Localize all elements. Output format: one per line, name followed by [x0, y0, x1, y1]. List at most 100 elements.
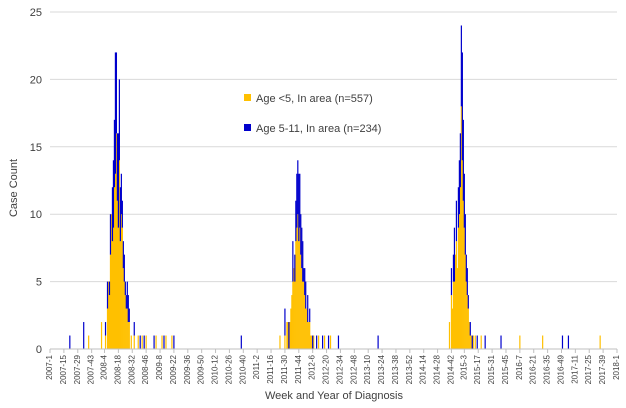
bar-5-11 [292, 241, 294, 282]
bar-5-11 [119, 187, 121, 242]
bar-under-5 [310, 335, 312, 349]
x-tick-label: 2008-32 [127, 354, 136, 384]
x-tick-label: 2015-31 [487, 354, 496, 384]
axes-layer [49, 348, 618, 353]
bar-under-5 [468, 322, 470, 349]
bar-5-11 [567, 335, 570, 349]
bar-5-11 [116, 133, 119, 201]
bar-5-11 [127, 295, 129, 323]
bar-under-5 [474, 335, 476, 349]
x-tick-label: 2009-8 [155, 354, 164, 379]
bar-under-5 [311, 335, 313, 349]
bar-5-11 [299, 173, 301, 228]
x-tick-label: 2015-3 [459, 354, 468, 379]
bar-under-5 [109, 254, 112, 349]
x-tick-label: 2013-24 [377, 354, 386, 384]
bar-under-5 [450, 295, 453, 349]
bar-under-5 [121, 227, 123, 349]
x-tick-label: 2014-28 [433, 354, 442, 384]
x-tick-label: 2016-21 [529, 354, 538, 384]
bar-under-5 [309, 322, 311, 349]
x-tick-label: 2015-17 [473, 354, 482, 384]
bar-5-11 [126, 281, 128, 309]
bar-5-11 [377, 335, 379, 349]
bar-5-11 [450, 268, 453, 296]
x-tick-label: 2009-36 [183, 354, 192, 384]
x-tick-label: 2016-49 [556, 354, 565, 384]
bar-under-5 [110, 214, 113, 349]
bar-5-11 [104, 322, 107, 336]
bar-5-11 [337, 335, 340, 349]
bar-5-11 [288, 322, 290, 349]
bar-under-5 [127, 322, 129, 349]
bar-under-5 [318, 335, 320, 349]
bar-under-5 [297, 214, 299, 349]
bar-under-5 [460, 106, 462, 349]
bar-5-11 [284, 308, 286, 336]
x-tick-label: 2014-42 [446, 354, 455, 384]
bar-5-11 [294, 254, 296, 282]
x-tick-label: 2009-50 [197, 354, 206, 384]
legend: Age <5, In area (n=557) Age 5-11, In are… [244, 93, 381, 135]
x-tick-label: 2007-43 [87, 354, 96, 384]
bar-under-5 [308, 322, 310, 349]
bar-under-5 [461, 160, 463, 349]
bar-5-11 [240, 335, 242, 349]
bar-under-5 [165, 335, 167, 349]
bar-5-11 [305, 281, 307, 309]
bar-under-5 [141, 335, 143, 349]
bar-5-11 [109, 214, 112, 255]
bar-5-11 [457, 187, 459, 228]
bar-under-5 [125, 308, 127, 349]
legend-swatch-under-5 [244, 94, 251, 101]
bar-under-5 [464, 254, 466, 349]
bar-under-5 [128, 322, 130, 349]
y-tick-label: 15 [30, 142, 42, 154]
x-tick-label: 2015-45 [501, 354, 510, 384]
bar-under-5 [465, 281, 467, 349]
bar-under-5 [116, 200, 119, 349]
bar-under-5 [296, 227, 298, 349]
x-tick-label: 2016-7 [515, 354, 524, 379]
bar-under-5 [287, 322, 289, 349]
bar-5-11 [125, 295, 127, 309]
bar-5-11 [309, 308, 311, 323]
bar-5-11 [108, 281, 111, 296]
x-tick-label: 2011-44 [294, 354, 303, 383]
bar-under-5 [145, 335, 147, 349]
bar-5-11 [303, 268, 305, 282]
bar-under-5 [459, 187, 461, 349]
x-tick-label: 2012-6 [308, 354, 317, 379]
bar-5-11 [106, 281, 109, 309]
bar-5-11 [153, 335, 155, 349]
bar-under-5 [298, 241, 300, 349]
bar-5-11 [316, 335, 318, 349]
bar-5-11 [173, 335, 175, 349]
bar-5-11 [128, 308, 130, 323]
x-axis-title: Week and Year of Diagnosis [265, 390, 403, 402]
bar-5-11 [139, 335, 141, 349]
bar-5-11 [304, 268, 306, 296]
x-tick-label: 2017-11 [570, 354, 579, 383]
bar-under-5 [295, 241, 297, 349]
bar-5-11 [163, 335, 165, 349]
bar-under-5 [462, 200, 464, 349]
bar-5-11 [297, 160, 299, 215]
bar-under-5 [122, 268, 124, 349]
bar-under-5 [301, 268, 303, 349]
bar-5-11 [466, 268, 468, 296]
bar-under-5 [124, 295, 126, 349]
bar-under-5 [112, 227, 115, 349]
x-tick-label: 2007-15 [59, 354, 68, 384]
bar-5-11 [312, 335, 314, 349]
bar-5-11 [133, 322, 135, 336]
bar-5-11 [561, 335, 564, 349]
bar-under-5 [119, 241, 121, 349]
bar-5-11 [461, 52, 463, 161]
bar-under-5 [161, 335, 163, 349]
bar-under-5 [470, 335, 472, 349]
bar-under-5 [454, 254, 457, 349]
bar-under-5 [104, 335, 107, 349]
y-tick-label: 10 [30, 209, 42, 221]
